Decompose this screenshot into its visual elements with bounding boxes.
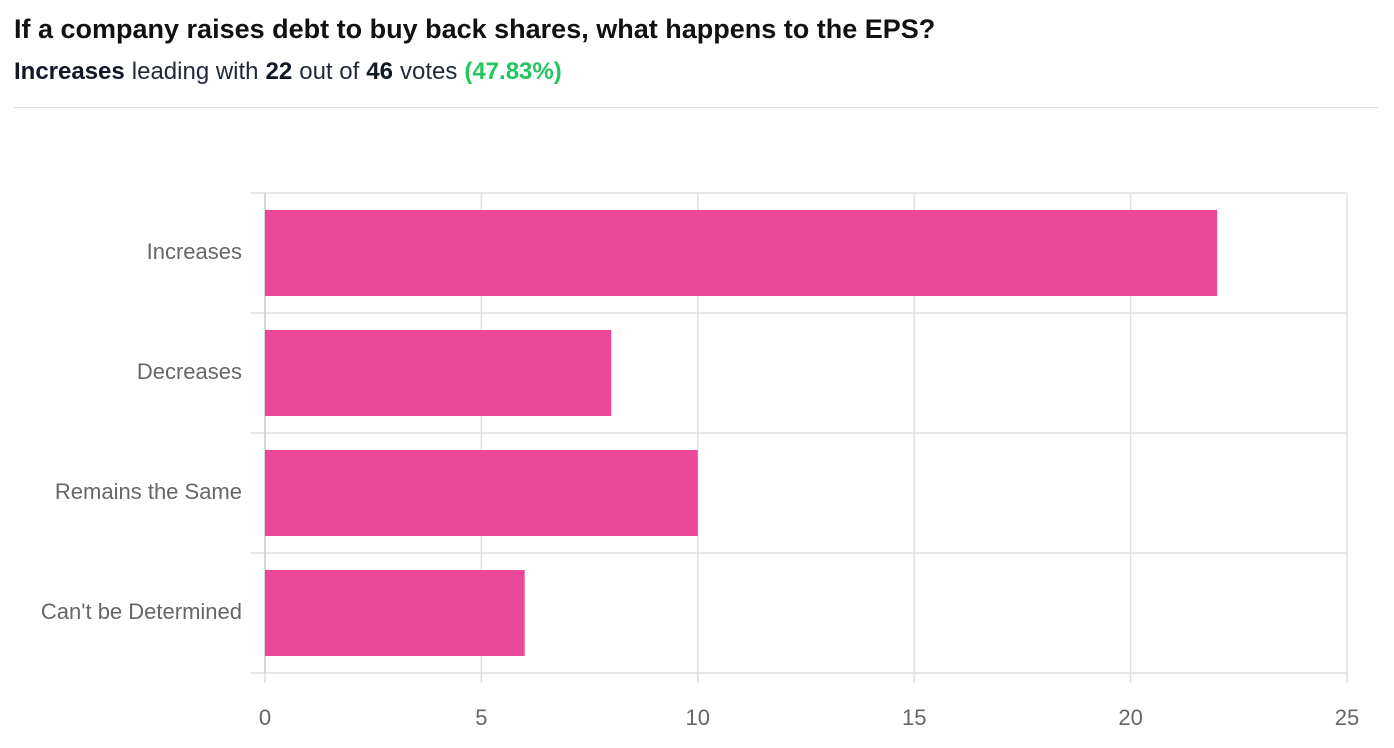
total-votes: 46 [366,58,393,85]
y-tick-label: Can't be Determined [41,599,242,624]
poll-summary: Increases leading with 22 out of 46 vote… [14,58,569,86]
x-tick-label: 5 [475,705,487,730]
y-tick-label: Remains the Same [55,479,242,504]
bar [265,330,612,416]
x-tick-label: 15 [902,705,926,730]
x-tick-label: 10 [686,705,710,730]
bar [265,570,525,656]
bar [265,210,1218,296]
separator [14,107,1378,108]
leader-votes: 22 [265,58,293,85]
leader: Increases [14,58,125,85]
y-tick-label: Increases [147,239,242,264]
x-tick-label: 20 [1118,705,1142,730]
bar [265,450,698,536]
poll-title: If a company raises debt to buy back sha… [14,14,936,44]
summary-text: votes [399,58,458,85]
summary-text: out of [299,58,360,85]
leader-percent: (47.83%) [464,58,562,85]
x-tick-label: 25 [1335,705,1359,730]
summary-text: leading with [131,58,259,85]
x-tick-label: 0 [259,705,271,730]
y-tick-label: Decreases [137,359,242,384]
